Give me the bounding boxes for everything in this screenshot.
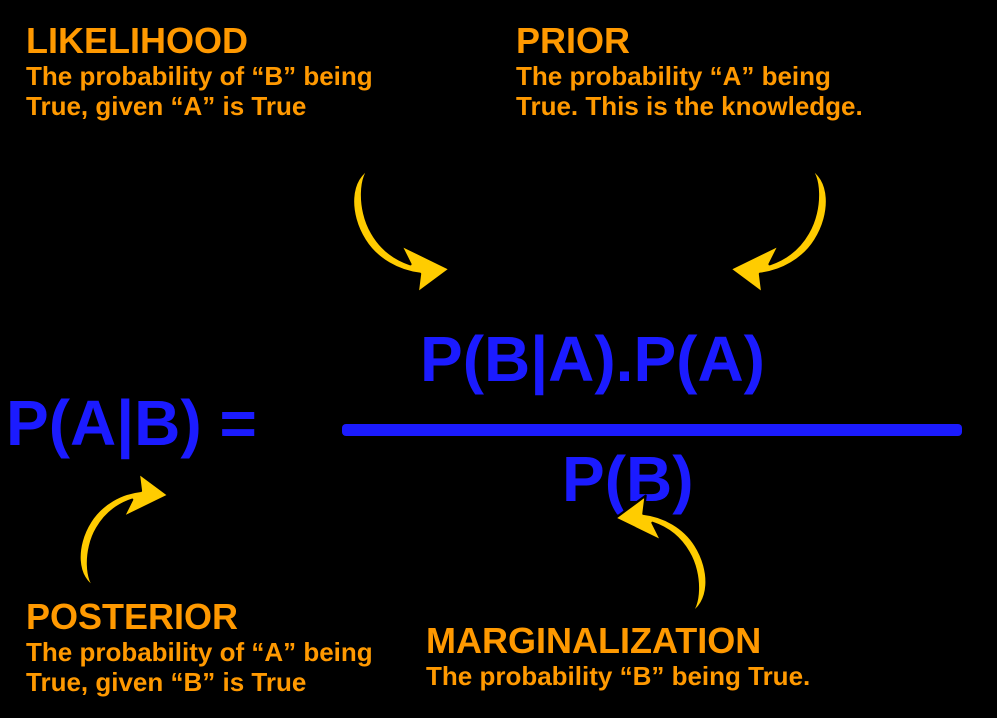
marginalization-description: The probability “B” being True.	[426, 662, 810, 692]
marginalization-arrow-icon	[606, 490, 726, 620]
likelihood-title: LIKELIHOOD	[26, 22, 373, 60]
posterior-label-block: POSTERIORThe probability of “A” being Tr…	[26, 598, 373, 698]
formula-numerator: P(B|A).P(A)	[420, 322, 765, 396]
posterior-title: POSTERIOR	[26, 598, 373, 636]
likelihood-arrow-icon	[336, 160, 456, 300]
formula-fraction-line	[342, 424, 962, 436]
posterior-description: The probability of “A” being True, given…	[26, 638, 373, 698]
formula-lhs: P(A|B) =	[6, 386, 257, 460]
prior-title: PRIOR	[516, 22, 863, 60]
likelihood-description: The probability of “B” being True, given…	[26, 62, 373, 122]
prior-label-block: PRIORThe probability “A” being True. Thi…	[516, 22, 863, 122]
marginalization-title: MARGINALIZATION	[426, 622, 810, 660]
prior-arrow-icon	[724, 160, 844, 300]
prior-description: The probability “A” being True. This is …	[516, 62, 863, 122]
posterior-arrow-icon	[64, 466, 174, 596]
marginalization-label-block: MARGINALIZATIONThe probability “B” being…	[426, 622, 810, 692]
likelihood-label-block: LIKELIHOODThe probability of “B” being T…	[26, 22, 373, 122]
